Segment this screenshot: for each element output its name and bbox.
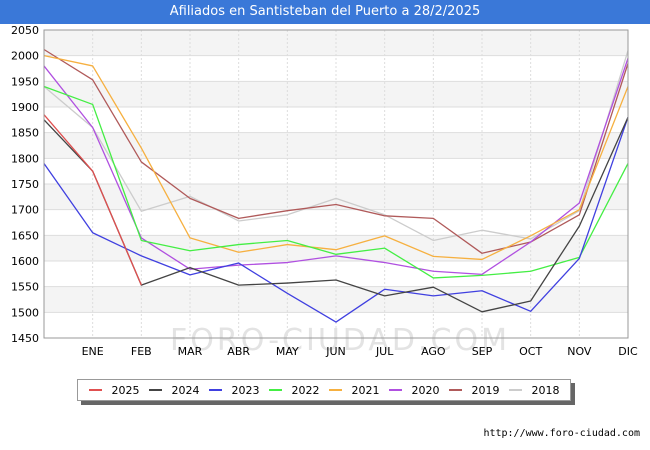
x-tick-label: AGO (421, 345, 446, 358)
legend-label: 2023 (231, 383, 260, 397)
x-tick-label: MAR (178, 345, 203, 358)
legend-item-2022: 2022 (268, 383, 320, 397)
legend-label: 2024 (171, 383, 200, 397)
chart-title: Afiliados en Santisteban del Puerto a 28… (0, 0, 650, 24)
footer-url: http://www.foro-ciudad.com (483, 428, 640, 439)
legend-item-2021: 2021 (328, 383, 380, 397)
series-line-2022 (43, 85, 629, 279)
legend-label: 2021 (351, 383, 380, 397)
series-line-2021 (43, 55, 629, 261)
legend-swatch (328, 389, 342, 391)
y-tick-label: 2000 (11, 50, 39, 63)
legend-item-2024: 2024 (148, 383, 200, 397)
x-tick-label: JUL (375, 345, 394, 358)
y-tick-label: 1550 (11, 281, 39, 294)
plot-band (44, 312, 628, 338)
y-tick-label: 1650 (11, 229, 39, 242)
legend-item-2025: 2025 (88, 383, 140, 397)
legend-swatch (448, 389, 462, 391)
legend-item-2019: 2019 (448, 383, 500, 397)
y-tick-label: 2050 (11, 24, 39, 37)
y-tick-label: 1800 (11, 152, 39, 165)
x-tick-label: JUN (325, 345, 346, 358)
legend-swatch (208, 389, 222, 391)
legend-label: 2019 (471, 383, 500, 397)
x-tick-label: OCT (519, 345, 542, 358)
plot-band (44, 184, 628, 210)
series-line-2023 (43, 117, 629, 323)
y-tick-label: 1750 (11, 178, 39, 191)
y-tick-label: 1900 (11, 101, 39, 114)
y-tick-label: 1950 (11, 75, 39, 88)
legend-swatch (508, 389, 522, 391)
series-line-2025 (43, 114, 142, 286)
legend-item-2018: 2018 (508, 383, 560, 397)
legend-item-2020: 2020 (388, 383, 440, 397)
y-tick-label: 1850 (11, 127, 39, 140)
legend: 2025 2024 2023 2022 2021 2020 2019 2018 (77, 379, 571, 401)
x-tick-label: FEB (131, 345, 152, 358)
watermark: FORO-CIUDAD.COM (170, 323, 510, 358)
legend-label: 2025 (111, 383, 140, 397)
legend-swatch (148, 389, 162, 391)
plot-border (43, 29, 629, 339)
x-tick-label: SEP (472, 345, 493, 358)
legend-label: 2022 (291, 383, 320, 397)
x-tick-label: ABR (227, 345, 250, 358)
x-tick-label: NOV (567, 345, 592, 358)
x-tick-label: DIC (618, 345, 638, 358)
x-tick-label: MAY (276, 345, 299, 358)
series-line-2020 (43, 58, 629, 275)
legend-swatch (88, 389, 102, 391)
series-line-2018 (43, 50, 629, 242)
y-tick-label: 1600 (11, 255, 39, 268)
y-tick-label: 1500 (11, 306, 39, 319)
legend-swatch (388, 389, 402, 391)
x-tick-label: ENE (82, 345, 104, 358)
legend-label: 2020 (411, 383, 440, 397)
legend-swatch (268, 389, 282, 391)
legend-item-2023: 2023 (208, 383, 260, 397)
y-tick-label: 1450 (11, 332, 39, 345)
legend-label: 2018 (531, 383, 560, 397)
y-tick-label: 1700 (11, 204, 39, 217)
